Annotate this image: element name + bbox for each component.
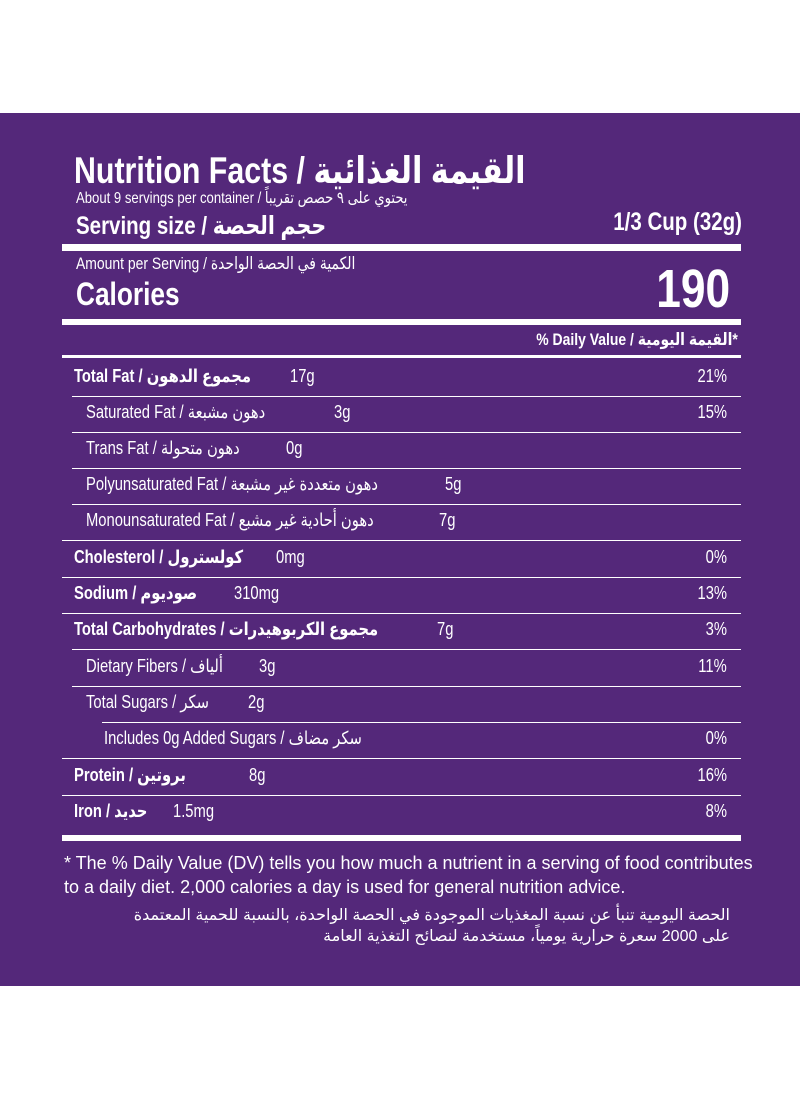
row-divider [72,685,741,687]
nutrient-amount: 3g [334,402,351,422]
row-divider [102,721,741,723]
row-divider [62,576,741,578]
nutrient-row-polyunsaturated-fat: Polyunsaturated Fat / دهون متعددة غير مش… [62,469,741,505]
nutrient-row-total-sugars: Total Sugars / سكر 2g [62,687,741,723]
footnote-english: * The % Daily Value (DV) tells you how m… [64,853,753,897]
nutrient-amount: 0mg [276,547,305,567]
nutrient-row-saturated-fat: Saturated Fat / دهون مشبعة 3g 15% [62,397,741,433]
nutrient-amount: 5g [445,474,462,494]
nutrient-row-added-sugars: Includes 0g Added Sugars / سكر مضاف 0% [62,723,741,759]
nutrient-label: Includes 0g Added Sugars / سكر مضاف [104,728,362,748]
servings-per-container: About 9 servings per container / يحتوي ع… [76,190,408,207]
nutrient-label: Polyunsaturated Fat / دهون متعددة غير مش… [86,474,378,494]
row-divider [62,757,741,759]
rule-daily-value [62,355,741,358]
nutrient-label: Total Sugars / سكر [86,692,210,712]
nutrient-dv: 8% [705,801,727,821]
footnote-arabic: الحصة اليومية تنبأ عن نسبة المغذيات المو… [133,907,730,945]
serving-size-value: 1/3 Cup (32g) [613,208,742,236]
row-divider [72,503,741,505]
row-divider [62,612,741,614]
nutrient-label: Total Fat / مجموع الدهون [74,366,252,386]
nutrient-amount: 310mg [234,583,280,603]
nutrient-label: Total Carbohydrates / مجموع الكربوهيدرات [74,619,379,639]
nutrient-dv: 0% [705,728,727,748]
nutrient-dv: 15% [697,402,727,422]
nutrient-dv: 11% [698,656,727,676]
thick-rule-bottom [62,835,741,841]
nutrient-label: Saturated Fat / دهون مشبعة [86,402,266,422]
nutrient-dv: 21% [697,366,727,386]
nutrient-amount: 17g [290,366,315,386]
nutrient-label: Iron / حديد [74,801,148,821]
amount-per-serving: Amount per Serving / الكمية في الحصة الو… [76,254,356,273]
row-divider [72,395,741,397]
nutrient-row-total-fat: Total Fat / مجموع الدهون 17g 21% [62,361,741,397]
nutrient-label: Protein / بروتين [74,765,186,785]
row-divider [72,648,741,650]
nutrient-amount: 8g [249,765,266,785]
nutrient-amount: 0g [286,438,303,458]
nutrient-label: Cholesterol / كولسترول [74,547,244,567]
thick-rule-top [62,244,741,251]
nutrient-amount: 2g [248,692,265,712]
nutrient-row-cholesterol: Cholesterol / كولسترول 0mg 0% [62,542,741,578]
nutrient-row-iron: Iron / حديد 1.5mg 8% [62,796,741,836]
nutrient-row-monounsaturated-fat: Monounsaturated Fat / دهون أحادية غير مش… [62,505,741,541]
nutrient-label: Dietary Fibers / ألياف [86,656,224,676]
nutrient-label: Trans Fat / دهون متحولة [86,438,240,458]
nutrient-row-protein: Protein / بروتين 8g 16% [62,760,741,796]
row-divider [72,467,741,469]
nutrient-amount: 7g [437,619,454,639]
thick-rule-calories [62,319,741,325]
nutrient-amount: 3g [259,656,276,676]
nutrient-amount: 1.5mg [173,801,215,821]
nutrient-dv: 0% [705,547,727,567]
calories-label: Calories [76,276,180,312]
nutrient-dv: 13% [697,583,727,603]
nutrient-label: Monounsaturated Fat / دهون أحادية غير مش… [86,510,374,530]
nutrient-label: Sodium / صوديوم [74,583,198,603]
row-divider [62,794,741,796]
nutrient-row-total-carbohydrates: Total Carbohydrates / مجموع الكربوهيدرات… [62,614,741,650]
row-divider [62,539,741,541]
nutrient-row-dietary-fibers: Dietary Fibers / ألياف 3g 11% [62,651,741,687]
nutrient-row-sodium: Sodium / صوديوم 310mg 13% [62,578,741,614]
nutrient-row-trans-fat: Trans Fat / دهون متحولة 0g [62,433,741,469]
nutrient-amount: 7g [439,510,456,530]
nutrient-dv: 3% [705,619,727,639]
row-divider [72,431,741,433]
daily-value-header: % Daily Value / القيمة اليومية* [536,330,738,349]
calories-value: 190 [656,259,730,319]
serving-size-label: Serving size / حجم الحصة [76,212,327,240]
nutrition-facts-title: Nutrition Facts / القيمة الغذائية [74,150,526,191]
nutrient-dv: 16% [697,765,727,785]
